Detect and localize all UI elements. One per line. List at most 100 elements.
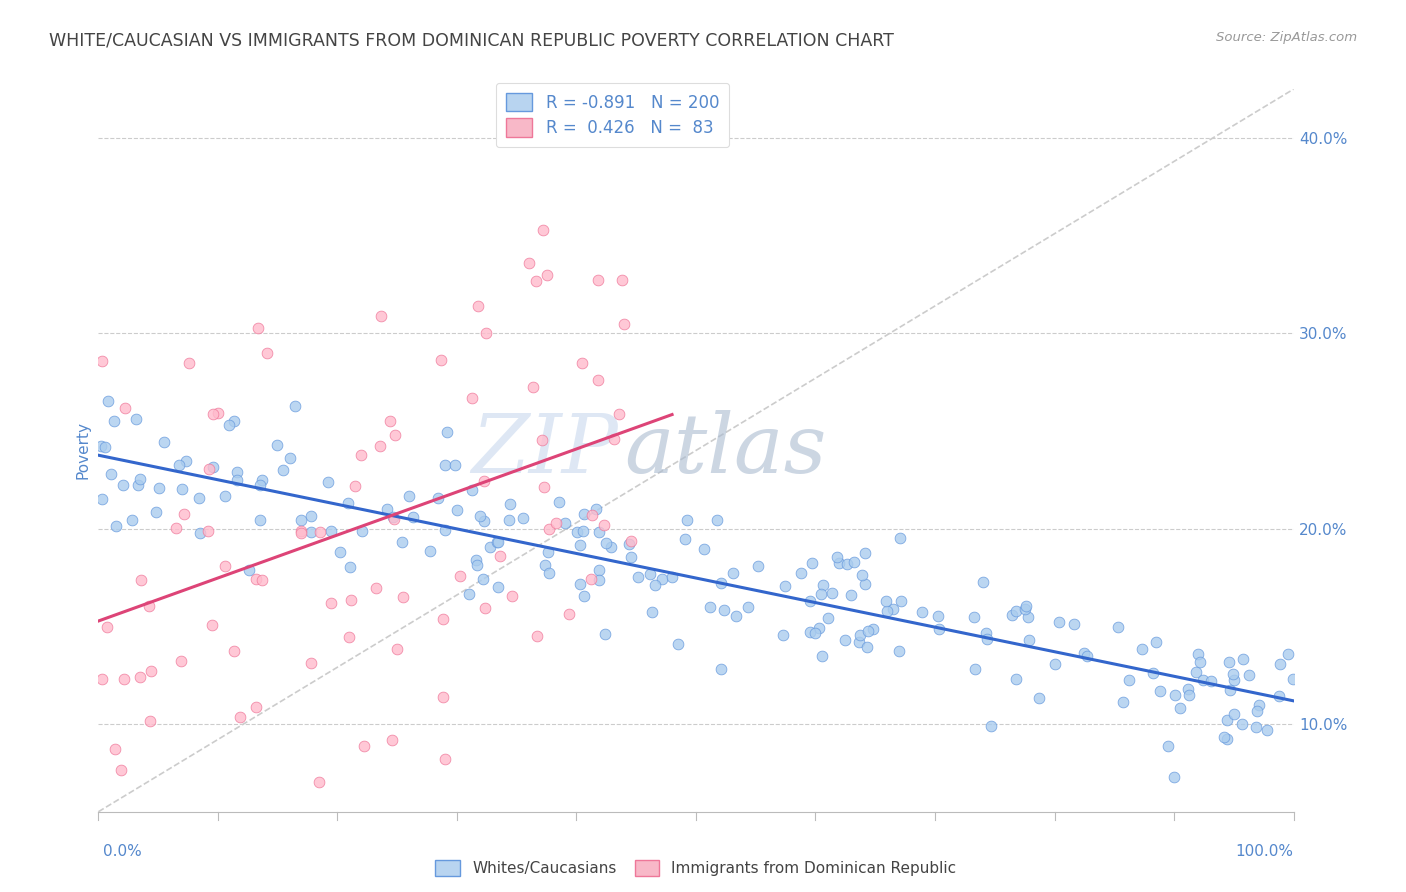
Point [963,610,986,624]
Point [839,588,862,602]
Point [245,572,267,586]
Text: 0.0%: 0.0% [103,845,142,859]
Point [875,593,897,607]
Point [586,273,609,287]
Point [593,626,616,640]
Point [668,637,690,651]
Point [1047,615,1070,630]
Point [538,566,561,580]
Point [713,603,735,617]
Point [693,541,716,556]
Point [124,412,146,426]
Point [974,626,997,640]
Point [138,714,160,728]
Point [426,491,449,505]
Point [188,525,211,540]
Point [773,579,796,593]
Point [673,532,696,546]
Point [1230,716,1253,731]
Point [790,566,813,581]
Point [224,414,246,428]
Point [177,356,200,370]
Point [1017,610,1039,624]
Point [249,513,271,527]
Point [391,534,413,549]
Text: ZIP: ZIP [471,410,619,491]
Point [882,602,904,616]
Point [811,578,834,592]
Point [638,566,661,581]
Point [842,555,865,569]
Point [174,454,197,468]
Point [103,413,125,427]
Point [1045,657,1067,672]
Point [554,516,576,531]
Point [592,518,614,533]
Text: Source: ZipAtlas.com: Source: ZipAtlas.com [1216,31,1357,45]
Point [849,628,872,642]
Point [855,640,877,654]
Point [198,462,221,476]
Point [249,478,271,492]
Point [676,513,699,527]
Point [350,448,373,462]
Point [1216,713,1239,727]
Point [91,672,114,686]
Point [472,475,495,489]
Point [94,440,117,454]
Point [201,407,224,421]
Point [536,545,558,559]
Point [432,612,454,626]
Point [308,775,330,789]
Point [499,497,522,511]
Point [522,379,544,393]
Point [169,458,191,473]
Point [588,563,610,577]
Point [1004,604,1026,618]
Point [588,524,610,539]
Point [890,594,912,608]
Point [284,399,307,413]
Point [299,509,322,524]
Point [928,622,950,636]
Point [247,320,270,334]
Point [1216,732,1239,747]
Point [810,587,832,601]
Point [517,255,540,269]
Point [353,739,375,753]
Point [661,570,683,584]
Point [1157,739,1180,753]
Point [808,622,831,636]
Point [337,630,360,644]
Point [737,599,759,614]
Point [226,473,249,487]
Point [280,450,302,465]
Point [129,670,152,684]
Point [436,425,458,440]
Point [1112,695,1135,709]
Point [224,644,246,658]
Point [1018,632,1040,647]
Point [1244,720,1267,734]
Legend: R = -0.891   N = 200, R =  0.426   N =  83: R = -0.891 N = 200, R = 0.426 N = 83 [495,83,730,147]
Point [488,534,510,549]
Point [385,642,408,657]
Point [801,556,824,570]
Point [114,401,136,415]
Point [579,572,602,586]
Point [112,477,135,491]
Point [536,268,558,282]
Point [299,525,322,540]
Point [170,654,193,668]
Point [381,733,404,747]
Point [1222,706,1244,721]
Point [585,502,607,516]
Point [1014,601,1036,615]
Point [547,495,569,509]
Point [91,354,114,368]
Point [434,458,457,473]
Point [725,609,748,624]
Point [308,525,330,540]
Point [927,609,949,624]
Point [457,587,479,601]
